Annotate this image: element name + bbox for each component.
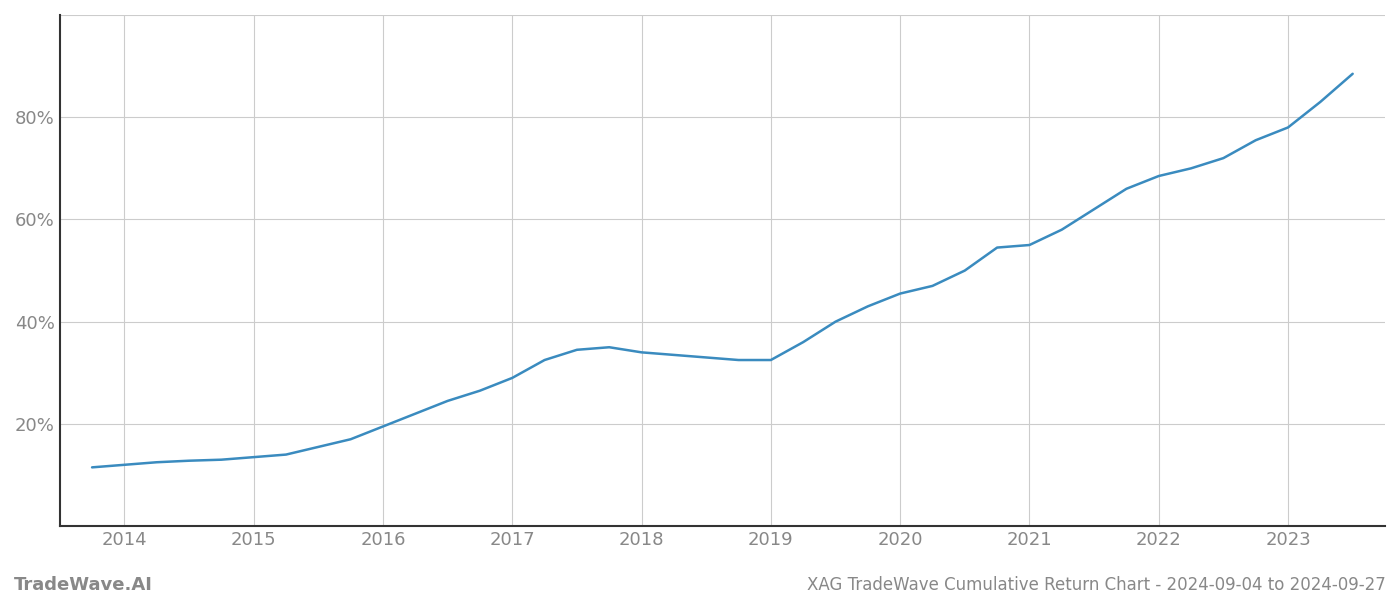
Text: XAG TradeWave Cumulative Return Chart - 2024-09-04 to 2024-09-27: XAG TradeWave Cumulative Return Chart - …	[808, 576, 1386, 594]
Text: TradeWave.AI: TradeWave.AI	[14, 576, 153, 594]
